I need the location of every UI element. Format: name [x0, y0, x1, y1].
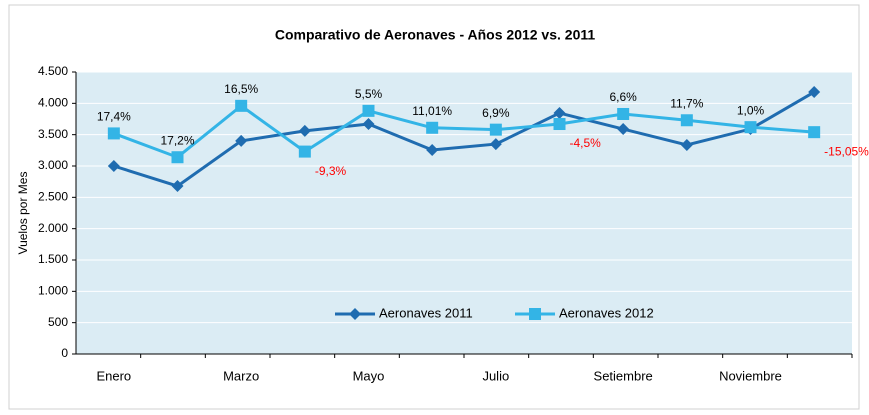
chart-title: Comparativo de Aeronaves - Años 2012 vs.…: [275, 27, 596, 43]
series-line: [113, 90, 815, 188]
point: [107, 127, 120, 140]
x-tick-label: Julio: [482, 368, 509, 383]
y-tick-label: 3.500: [38, 127, 68, 141]
x-tick-label: Enero: [96, 368, 131, 383]
y-tick-label: 500: [48, 315, 68, 329]
y-tick-label: 2.500: [38, 190, 68, 204]
x-tick-label: Mayo: [353, 368, 385, 383]
change-label: 5,5%: [355, 87, 383, 101]
point: [171, 151, 184, 164]
change-label: 6,6%: [609, 90, 637, 104]
change-label: 11,7%: [670, 96, 703, 110]
point: [362, 104, 375, 117]
change-label: 11,01%: [412, 104, 452, 118]
change-label: 1,0%: [737, 103, 765, 117]
point: [617, 107, 630, 120]
legend-marker: [349, 308, 361, 320]
point: [235, 134, 248, 147]
point: [235, 99, 248, 112]
change-label: 6,9%: [482, 106, 510, 120]
point: [426, 144, 439, 157]
point: [808, 126, 821, 139]
change-label: 17,4%: [97, 110, 131, 124]
point: [426, 121, 439, 134]
x-tick-label: Noviembre: [719, 368, 782, 383]
y-tick-label: 4.000: [38, 96, 68, 110]
point: [744, 121, 757, 134]
point: [298, 124, 311, 137]
change-label: 16,5%: [224, 82, 258, 96]
change-label: -15,05%: [824, 144, 869, 158]
legend-label: Aeronaves 2011: [379, 305, 473, 320]
change-label: 17,2%: [160, 133, 194, 147]
legend-label: Aeronaves 2012: [559, 305, 654, 320]
y-tick-label: 2.000: [38, 221, 68, 235]
point: [489, 123, 502, 136]
x-tick-label: Marzo: [223, 368, 259, 383]
point: [362, 118, 375, 131]
change-label: -9,3%: [315, 164, 347, 178]
point: [680, 139, 693, 152]
series-line: [113, 103, 815, 159]
y-tick-label: 4.500: [38, 64, 68, 78]
x-tick-label: Setiembre: [594, 368, 653, 383]
change-label: -4,5%: [570, 136, 602, 150]
y-tick-label: 0: [61, 346, 68, 360]
y-tick-label: 1.500: [38, 252, 68, 266]
legend-marker: [529, 308, 541, 320]
point: [107, 160, 120, 172]
y-axis-label: Vuelos por Mes: [16, 172, 30, 255]
point: [617, 123, 630, 136]
y-tick-label: 1.000: [38, 284, 68, 298]
point: [553, 118, 566, 131]
point: [680, 114, 693, 127]
point: [553, 107, 566, 120]
point: [171, 180, 184, 193]
point: [489, 138, 502, 151]
point: [298, 145, 311, 158]
plot-area: [76, 72, 852, 354]
y-tick-label: 3.000: [38, 158, 68, 172]
point: [808, 86, 821, 99]
